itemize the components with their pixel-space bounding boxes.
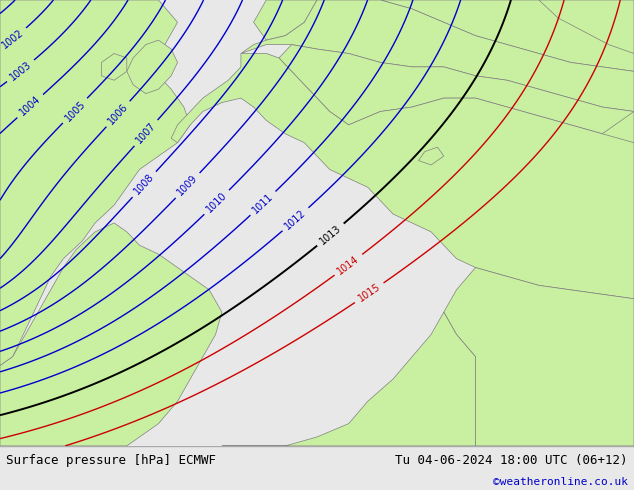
Text: 1009: 1009 [176, 173, 200, 198]
Polygon shape [444, 268, 634, 446]
Text: 1005: 1005 [63, 98, 87, 123]
Text: 1004: 1004 [18, 94, 42, 118]
Text: 1008: 1008 [133, 172, 156, 197]
Polygon shape [222, 312, 476, 446]
Polygon shape [558, 112, 634, 210]
Text: 1012: 1012 [283, 207, 308, 231]
Text: 1013: 1013 [318, 223, 343, 246]
Polygon shape [418, 147, 444, 165]
Text: ©weatheronline.co.uk: ©weatheronline.co.uk [493, 477, 628, 487]
Polygon shape [539, 0, 634, 53]
Text: Tu 04-06-2024 18:00 UTC (06+12): Tu 04-06-2024 18:00 UTC (06+12) [395, 454, 628, 466]
Polygon shape [254, 0, 317, 40]
Text: 1015: 1015 [356, 282, 382, 304]
Polygon shape [279, 45, 634, 143]
Text: 1003: 1003 [8, 59, 34, 82]
Polygon shape [241, 0, 634, 112]
Text: 1010: 1010 [205, 190, 229, 215]
Text: 1006: 1006 [106, 101, 130, 126]
Polygon shape [0, 0, 190, 366]
Text: 1014: 1014 [335, 253, 361, 276]
Polygon shape [0, 223, 222, 446]
Text: Surface pressure [hPa] ECMWF: Surface pressure [hPa] ECMWF [6, 454, 216, 466]
Polygon shape [101, 53, 127, 80]
Text: 1002: 1002 [0, 27, 25, 50]
Polygon shape [380, 0, 634, 72]
Text: 1011: 1011 [250, 191, 275, 216]
Text: 1007: 1007 [134, 121, 158, 146]
Polygon shape [171, 53, 634, 299]
Polygon shape [127, 40, 178, 94]
